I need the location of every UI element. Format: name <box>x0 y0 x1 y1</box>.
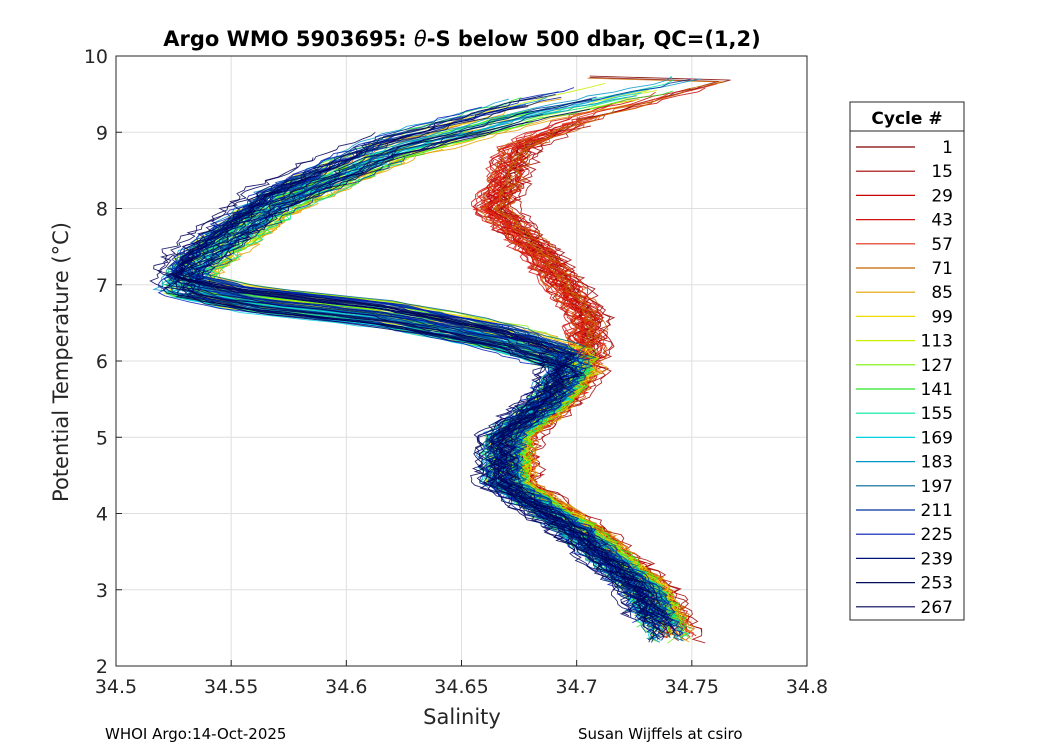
legend-label: 99 <box>931 307 953 327</box>
profile-trace <box>162 98 657 643</box>
legend-entry: 113 <box>856 332 953 352</box>
profile-trace <box>186 165 675 627</box>
legend-entry: 197 <box>856 477 953 497</box>
footer-left-credit: WHOI Argo:14-Oct-2025 <box>105 725 287 743</box>
legend-label: 113 <box>921 332 953 352</box>
y-tick-label: 4 <box>96 504 108 526</box>
legend-entry: 267 <box>856 598 953 618</box>
legend-label: 169 <box>921 428 953 448</box>
legend-entry: 169 <box>856 428 953 448</box>
legend-label: 197 <box>921 477 953 497</box>
legend-label: 15 <box>931 162 953 182</box>
legend-label: 29 <box>931 186 953 206</box>
legend-entry: 183 <box>856 453 953 473</box>
legend-entries: 1 15 29 43 57 71 85 99 113 127 141 155 169 183 197 211 2… <box>856 138 953 618</box>
x-tick-label: 34.55 <box>204 676 258 698</box>
legend-entry: 225 <box>856 525 953 545</box>
x-tick-label: 34.5 <box>95 676 137 698</box>
grid-lines <box>116 56 807 666</box>
legend-label: 71 <box>931 259 953 279</box>
x-tick-label: 34.65 <box>434 676 488 698</box>
profile-trace <box>164 133 646 614</box>
legend-entry: 1 <box>856 138 953 158</box>
legend-entry: 43 <box>856 211 953 231</box>
legend-entry: 239 <box>856 549 953 569</box>
legend-label: 183 <box>921 453 953 473</box>
y-tick-label: 7 <box>96 275 108 297</box>
legend-label: 267 <box>921 598 953 618</box>
legend-entry: 29 <box>856 186 953 206</box>
legend-label: 1 <box>942 138 953 158</box>
profile-trace <box>157 131 632 618</box>
y-axis-ticks: 2 3 4 5 6 7 8 9 10 <box>84 46 122 678</box>
legend-entry: 85 <box>856 283 953 303</box>
legend-label: 225 <box>921 525 953 545</box>
profile-trace <box>182 130 664 620</box>
legend-label: 211 <box>921 501 953 521</box>
y-tick-label: 6 <box>96 351 108 373</box>
legend-entry: 15 <box>856 162 953 182</box>
y-axis-label: Potential Temperature (°C) <box>49 222 73 502</box>
footer-right-credit: Susan Wijffels at csiro <box>578 725 743 743</box>
y-tick-label: 3 <box>96 580 108 602</box>
profile-trace <box>174 121 663 632</box>
legend-entry: 99 <box>856 307 953 327</box>
y-tick-label: 2 <box>96 656 108 678</box>
profile-trace <box>183 126 670 627</box>
legend-label: 155 <box>921 404 953 424</box>
legend-label: 141 <box>921 380 953 400</box>
x-axis-label: Salinity <box>423 705 501 729</box>
profile-trace <box>174 107 668 641</box>
profile-trace <box>185 108 676 635</box>
x-tick-label: 34.6 <box>325 676 367 698</box>
x-tick-label: 34.7 <box>556 676 598 698</box>
x-tick-label: 34.75 <box>665 676 719 698</box>
y-tick-label: 5 <box>96 427 108 449</box>
legend-entry: 57 <box>856 235 953 255</box>
legend-label: 253 <box>921 574 953 594</box>
profile-trace <box>513 125 703 633</box>
y-tick-label: 10 <box>84 46 108 68</box>
legend-label: 43 <box>931 211 953 231</box>
profile-trace <box>171 106 655 643</box>
legend-label: 239 <box>921 549 953 569</box>
legend-label: 57 <box>931 235 953 255</box>
legend-label: 85 <box>931 283 953 303</box>
profile-traces <box>149 75 731 644</box>
legend-label: 127 <box>921 356 953 376</box>
y-tick-label: 8 <box>96 199 108 221</box>
legend-entry: 211 <box>856 501 953 521</box>
legend-entry: 253 <box>856 574 953 594</box>
chart-title: Argo WMO 5903695: θ-S below 500 dbar, QC… <box>163 27 760 51</box>
legend-entry: 127 <box>856 356 953 376</box>
x-axis-ticks: 34.5 34.55 34.6 34.65 34.7 34.75 34.8 <box>95 660 828 698</box>
legend-entry: 155 <box>856 404 953 424</box>
legend-title: Cycle # <box>871 109 942 129</box>
y-tick-label: 9 <box>96 122 108 144</box>
legend: Cycle # 1 15 29 43 57 71 85 99 113 127 141 155 169 18… <box>849 101 965 621</box>
legend-entry: 141 <box>856 380 953 400</box>
x-tick-label: 34.8 <box>786 676 828 698</box>
profile-trace <box>192 157 684 636</box>
legend-entry: 71 <box>856 259 953 279</box>
profile-trace <box>182 160 659 619</box>
